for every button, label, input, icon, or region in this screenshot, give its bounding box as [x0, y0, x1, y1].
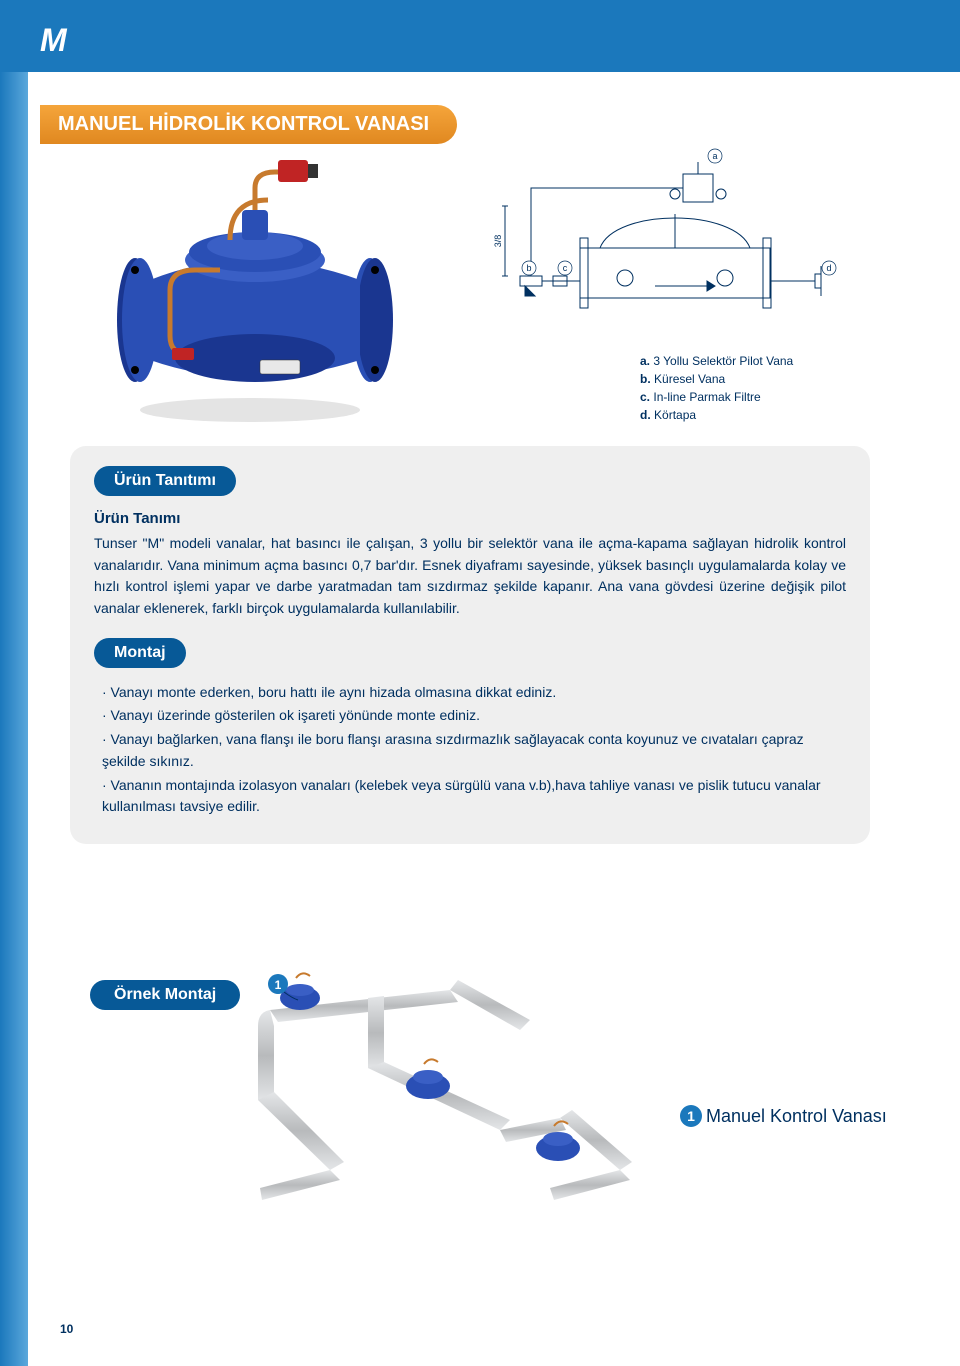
legend-text-d: Körtapa — [654, 408, 696, 422]
page-title-pill: MANUEL HİDROLİK KONTROL VANASI — [40, 105, 457, 144]
dim-38-label: 3/8 — [493, 235, 503, 248]
legend-key-d: d. — [640, 408, 651, 422]
montaj-pill: Montaj — [94, 638, 186, 668]
legend-key-b: b. — [640, 372, 651, 386]
schematic-label-a: a — [712, 151, 717, 161]
example-legend-num: 1 — [680, 1105, 702, 1127]
header-letter: M — [40, 22, 67, 59]
montaj-item: · Vanayı üzerinde gösterilen ok işareti … — [102, 705, 846, 727]
example-legend: 1 Manuel Kontrol Vanası — [680, 1105, 887, 1127]
legend-text-a: 3 Yollu Selektör Pilot Vana — [653, 354, 793, 368]
schematic-diagram: 3/8 a b c d — [485, 148, 845, 338]
montaj-list: · Vanayı monte ederken, boru hattı ile a… — [94, 682, 846, 818]
montaj-item: · Vanayı bağlarken, vana flanşı ile boru… — [102, 729, 846, 772]
product-image — [80, 150, 420, 430]
intro-pill: Ürün Tanıtımı — [94, 466, 236, 496]
schematic-label-b: b — [526, 263, 531, 273]
legend-key-a: a. — [640, 354, 650, 368]
schematic-label-d: d — [826, 263, 831, 273]
legend-text-c: In-line Parmak Filtre — [653, 390, 760, 404]
left-side-bar — [0, 72, 28, 1366]
page-number: 10 — [60, 1322, 73, 1336]
montaj-item: · Vananın montajında izolasyon vanaları … — [102, 775, 846, 818]
example-pill: Örnek Montaj — [90, 980, 240, 1010]
content-card: Ürün Tanıtımı Ürün Tanımı Tunser "M" mod… — [70, 446, 870, 844]
schematic-label-c: c — [563, 263, 568, 273]
montaj-item: · Vanayı monte ederken, boru hattı ile a… — [102, 682, 846, 704]
schematic-legend: a. 3 Yollu Selektör Pilot Vana b. Kürese… — [640, 352, 793, 424]
intro-body: Tunser "M" modeli vanalar, hat basıncı i… — [94, 533, 846, 620]
example-marker-1: 1 — [275, 978, 282, 992]
example-montage-image: 1 — [240, 970, 700, 1220]
intro-subhead: Ürün Tanımı — [94, 510, 846, 527]
legend-key-c: c. — [640, 390, 650, 404]
legend-text-b: Küresel Vana — [654, 372, 725, 386]
header-bar — [0, 0, 960, 72]
example-legend-text: Manuel Kontrol Vanası — [706, 1106, 887, 1127]
